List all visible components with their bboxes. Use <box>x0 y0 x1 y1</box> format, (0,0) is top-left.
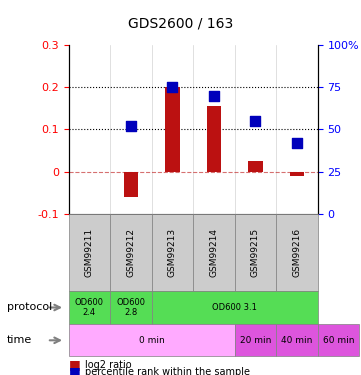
Bar <box>206 106 221 172</box>
Text: GSM99215: GSM99215 <box>251 228 260 277</box>
Text: OD600 3.1: OD600 3.1 <box>212 303 257 312</box>
Text: GDS2600 / 163: GDS2600 / 163 <box>128 17 233 31</box>
Text: 60 min: 60 min <box>323 336 354 345</box>
Text: GSM99214: GSM99214 <box>209 228 218 277</box>
Point <box>211 93 217 99</box>
Text: GSM99211: GSM99211 <box>85 228 94 277</box>
Bar <box>165 87 180 172</box>
Text: GSM99216: GSM99216 <box>292 228 301 277</box>
Point <box>128 123 134 129</box>
Text: OD600
2.4: OD600 2.4 <box>75 298 104 317</box>
Point <box>169 84 175 90</box>
Bar <box>248 161 263 172</box>
Text: 40 min: 40 min <box>281 336 313 345</box>
Text: time: time <box>7 335 32 345</box>
Point <box>252 118 258 124</box>
Text: log2 ratio: log2 ratio <box>85 360 131 369</box>
Text: 0 min: 0 min <box>139 336 165 345</box>
Text: protocol: protocol <box>7 303 52 312</box>
Text: percentile rank within the sample: percentile rank within the sample <box>85 367 250 375</box>
Text: GSM99212: GSM99212 <box>126 228 135 277</box>
Text: ■: ■ <box>69 366 81 375</box>
Point <box>294 140 300 146</box>
Bar <box>290 172 304 176</box>
Text: 20 min: 20 min <box>240 336 271 345</box>
Bar <box>123 172 138 197</box>
Text: GSM99213: GSM99213 <box>168 228 177 277</box>
Text: OD600
2.8: OD600 2.8 <box>116 298 145 317</box>
Text: ■: ■ <box>69 358 81 371</box>
